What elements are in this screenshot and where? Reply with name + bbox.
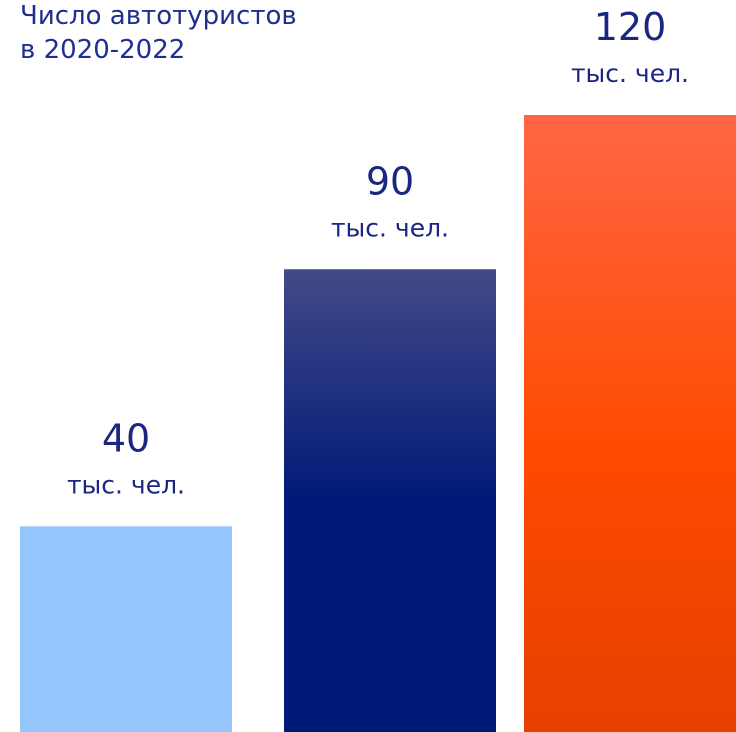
- bar-2: [284, 269, 496, 732]
- chart-title-line-2: в 2020-2022: [20, 35, 185, 65]
- bar-1-unit-label: тыс. чел.: [67, 470, 185, 499]
- labels-layer: 40 тыс. чел. 90 тыс. чел. 120 тыс. чел.: [67, 5, 689, 499]
- bar-1: [20, 526, 232, 732]
- chart-title-line-1: Число автотуристов: [20, 1, 297, 31]
- bar-2-value-label: 90: [366, 159, 414, 203]
- bar-2-unit-label: тыс. чел.: [331, 213, 449, 242]
- bar-3-unit-label: тыс. чел.: [571, 59, 689, 88]
- bar-3-value-label: 120: [594, 5, 667, 49]
- bars-layer: [20, 115, 736, 732]
- bar-3: [524, 115, 736, 732]
- bar-1-value-label: 40: [102, 416, 150, 460]
